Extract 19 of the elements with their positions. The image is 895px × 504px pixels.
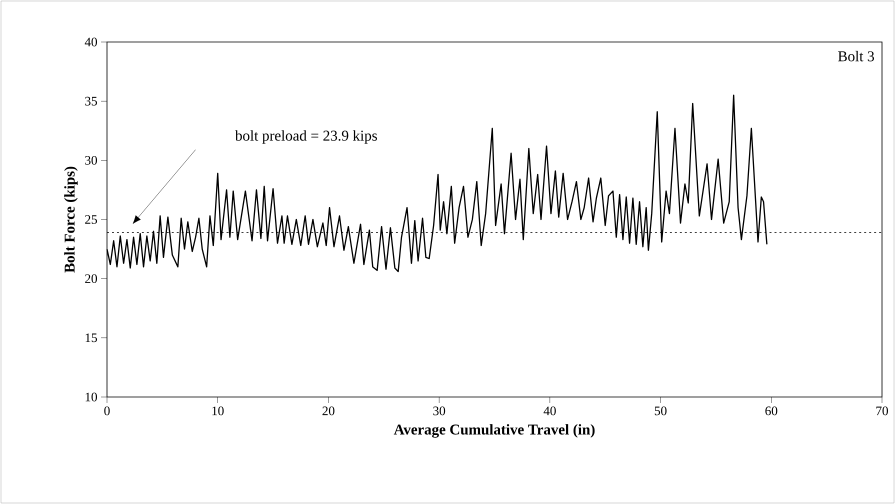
x-tick-label: 30 <box>433 406 446 416</box>
y-tick-label: 20 <box>85 274 98 284</box>
y-tick-label: 15 <box>86 334 97 342</box>
annotation: Bolt 3 <box>838 50 874 62</box>
y-tick-label: 10 <box>86 392 98 402</box>
y-tick-label: 40 <box>84 38 98 46</box>
y-tick-label: 30 <box>85 156 98 165</box>
x-axis-title: Average Cumulative Travel (in) <box>394 424 595 438</box>
ref-line-label: bolt preload = 23.9 kips <box>235 130 377 144</box>
x-tick-label: 20 <box>322 406 334 416</box>
x-tick-label: 0 <box>104 406 110 416</box>
y-axis-title: Bolt Force (kips) <box>64 166 78 273</box>
x-tick-label: 70 <box>876 406 888 416</box>
x-tick-label: 50 <box>654 406 667 416</box>
y-tick-label: 35 <box>85 96 97 106</box>
x-tick-label: 60 <box>765 406 778 416</box>
y-tick-label: 25 <box>85 215 97 224</box>
x-tick-label: 10 <box>212 406 224 416</box>
x-tick-label: 40 <box>544 406 556 416</box>
